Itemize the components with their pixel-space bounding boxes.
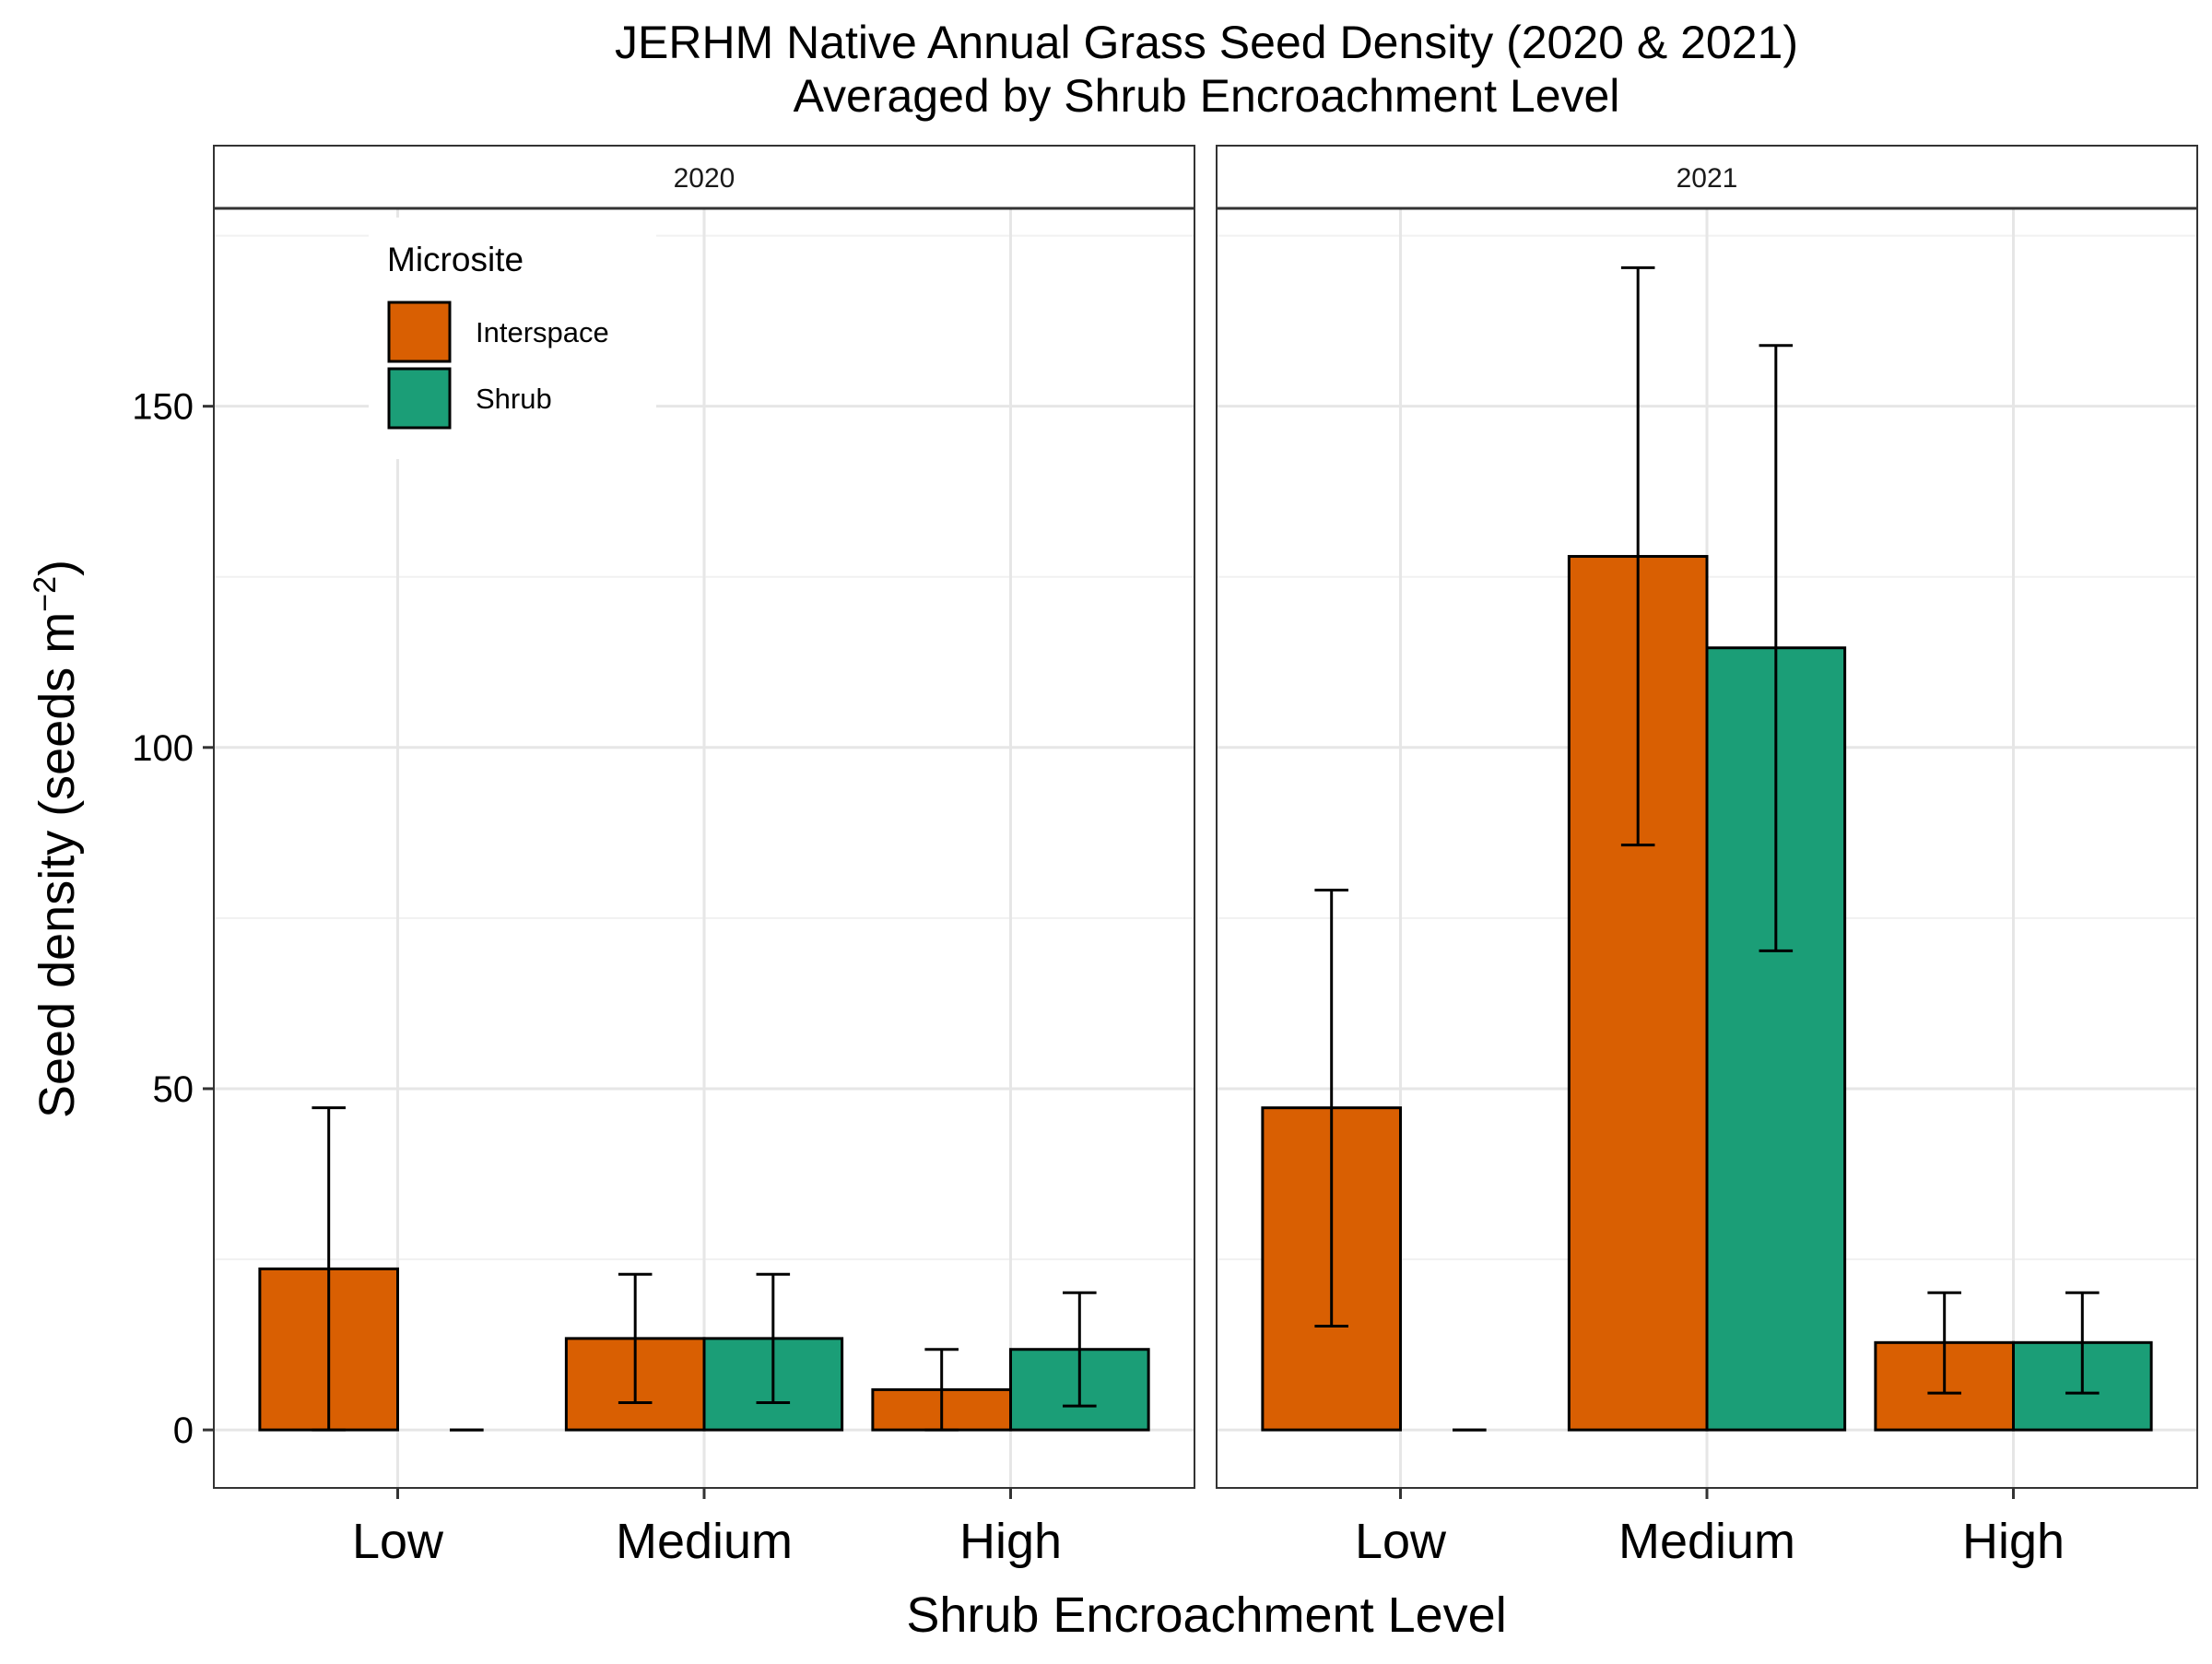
error-bar-2020-shrub-high xyxy=(1063,1291,1097,1408)
y-tick-label: 150 xyxy=(132,387,194,428)
y-axis-title-main: Seed density (seeds m xyxy=(29,612,85,1118)
error-bar-2021-shrub-medium xyxy=(1759,344,1794,952)
legend: Microsite Interspace Shrub xyxy=(369,218,656,459)
x-tick-label: High xyxy=(959,1514,1062,1569)
legend-key-shrub xyxy=(387,367,452,430)
error-bar-2021-interspace-high xyxy=(1927,1291,1961,1395)
y-tick-label: 100 xyxy=(132,728,194,769)
y-axis-title: Seed density (seeds m−2) xyxy=(28,560,85,1118)
error-bar-2020-interspace-low xyxy=(312,1106,346,1432)
y-axis-title-exponent: −2 xyxy=(28,576,63,612)
error-bar-2021-interspace-medium xyxy=(1620,266,1655,847)
x-tick-label: Low xyxy=(352,1514,444,1569)
panel-2020: 2020 Low Medium High 0 50 100 150 xyxy=(132,145,1195,1569)
x-tick-label: Medium xyxy=(1618,1514,1795,1569)
facet-strip xyxy=(213,145,1195,209)
error-bar-2020-interspace-medium xyxy=(618,1272,653,1404)
legend-label-shrub: Shrub xyxy=(476,383,552,415)
facet-strip-label: 2020 xyxy=(674,163,735,194)
legend-title: Microsite xyxy=(387,241,524,278)
chart-subtitle: Averaged by Shrub Encroachment Level xyxy=(794,70,1620,122)
x-tick-label: High xyxy=(1962,1514,2065,1569)
error-bar-2020-shrub-medium xyxy=(756,1272,791,1404)
error-bar-2021-interspace-low xyxy=(1314,889,1348,1328)
facet-strip-label: 2021 xyxy=(1677,163,1738,194)
chart-title: JERHM Native Annual Grass Seed Density (… xyxy=(615,17,1798,68)
x-tick-label: Medium xyxy=(616,1514,793,1569)
x-tick-label: Low xyxy=(1355,1514,1447,1569)
y-tick-label: 50 xyxy=(153,1069,194,1110)
panel-2021: 2021 Low Medium High xyxy=(1216,145,2198,1569)
facet-strip xyxy=(1216,145,2198,209)
y-axis-title-close: ) xyxy=(29,560,85,576)
error-bar-2021-shrub-high xyxy=(2065,1291,2100,1395)
y-tick-label: 0 xyxy=(173,1410,194,1451)
legend-key-interspace xyxy=(387,301,452,363)
legend-label-interspace: Interspace xyxy=(476,316,609,348)
error-bar-2020-interspace-high xyxy=(924,1348,959,1432)
panels: 2020 Low Medium High 0 50 100 150 2021 Low Medium H… xyxy=(132,145,2198,1569)
x-axis-title: Shrub Encroachment Level xyxy=(906,1587,1506,1643)
